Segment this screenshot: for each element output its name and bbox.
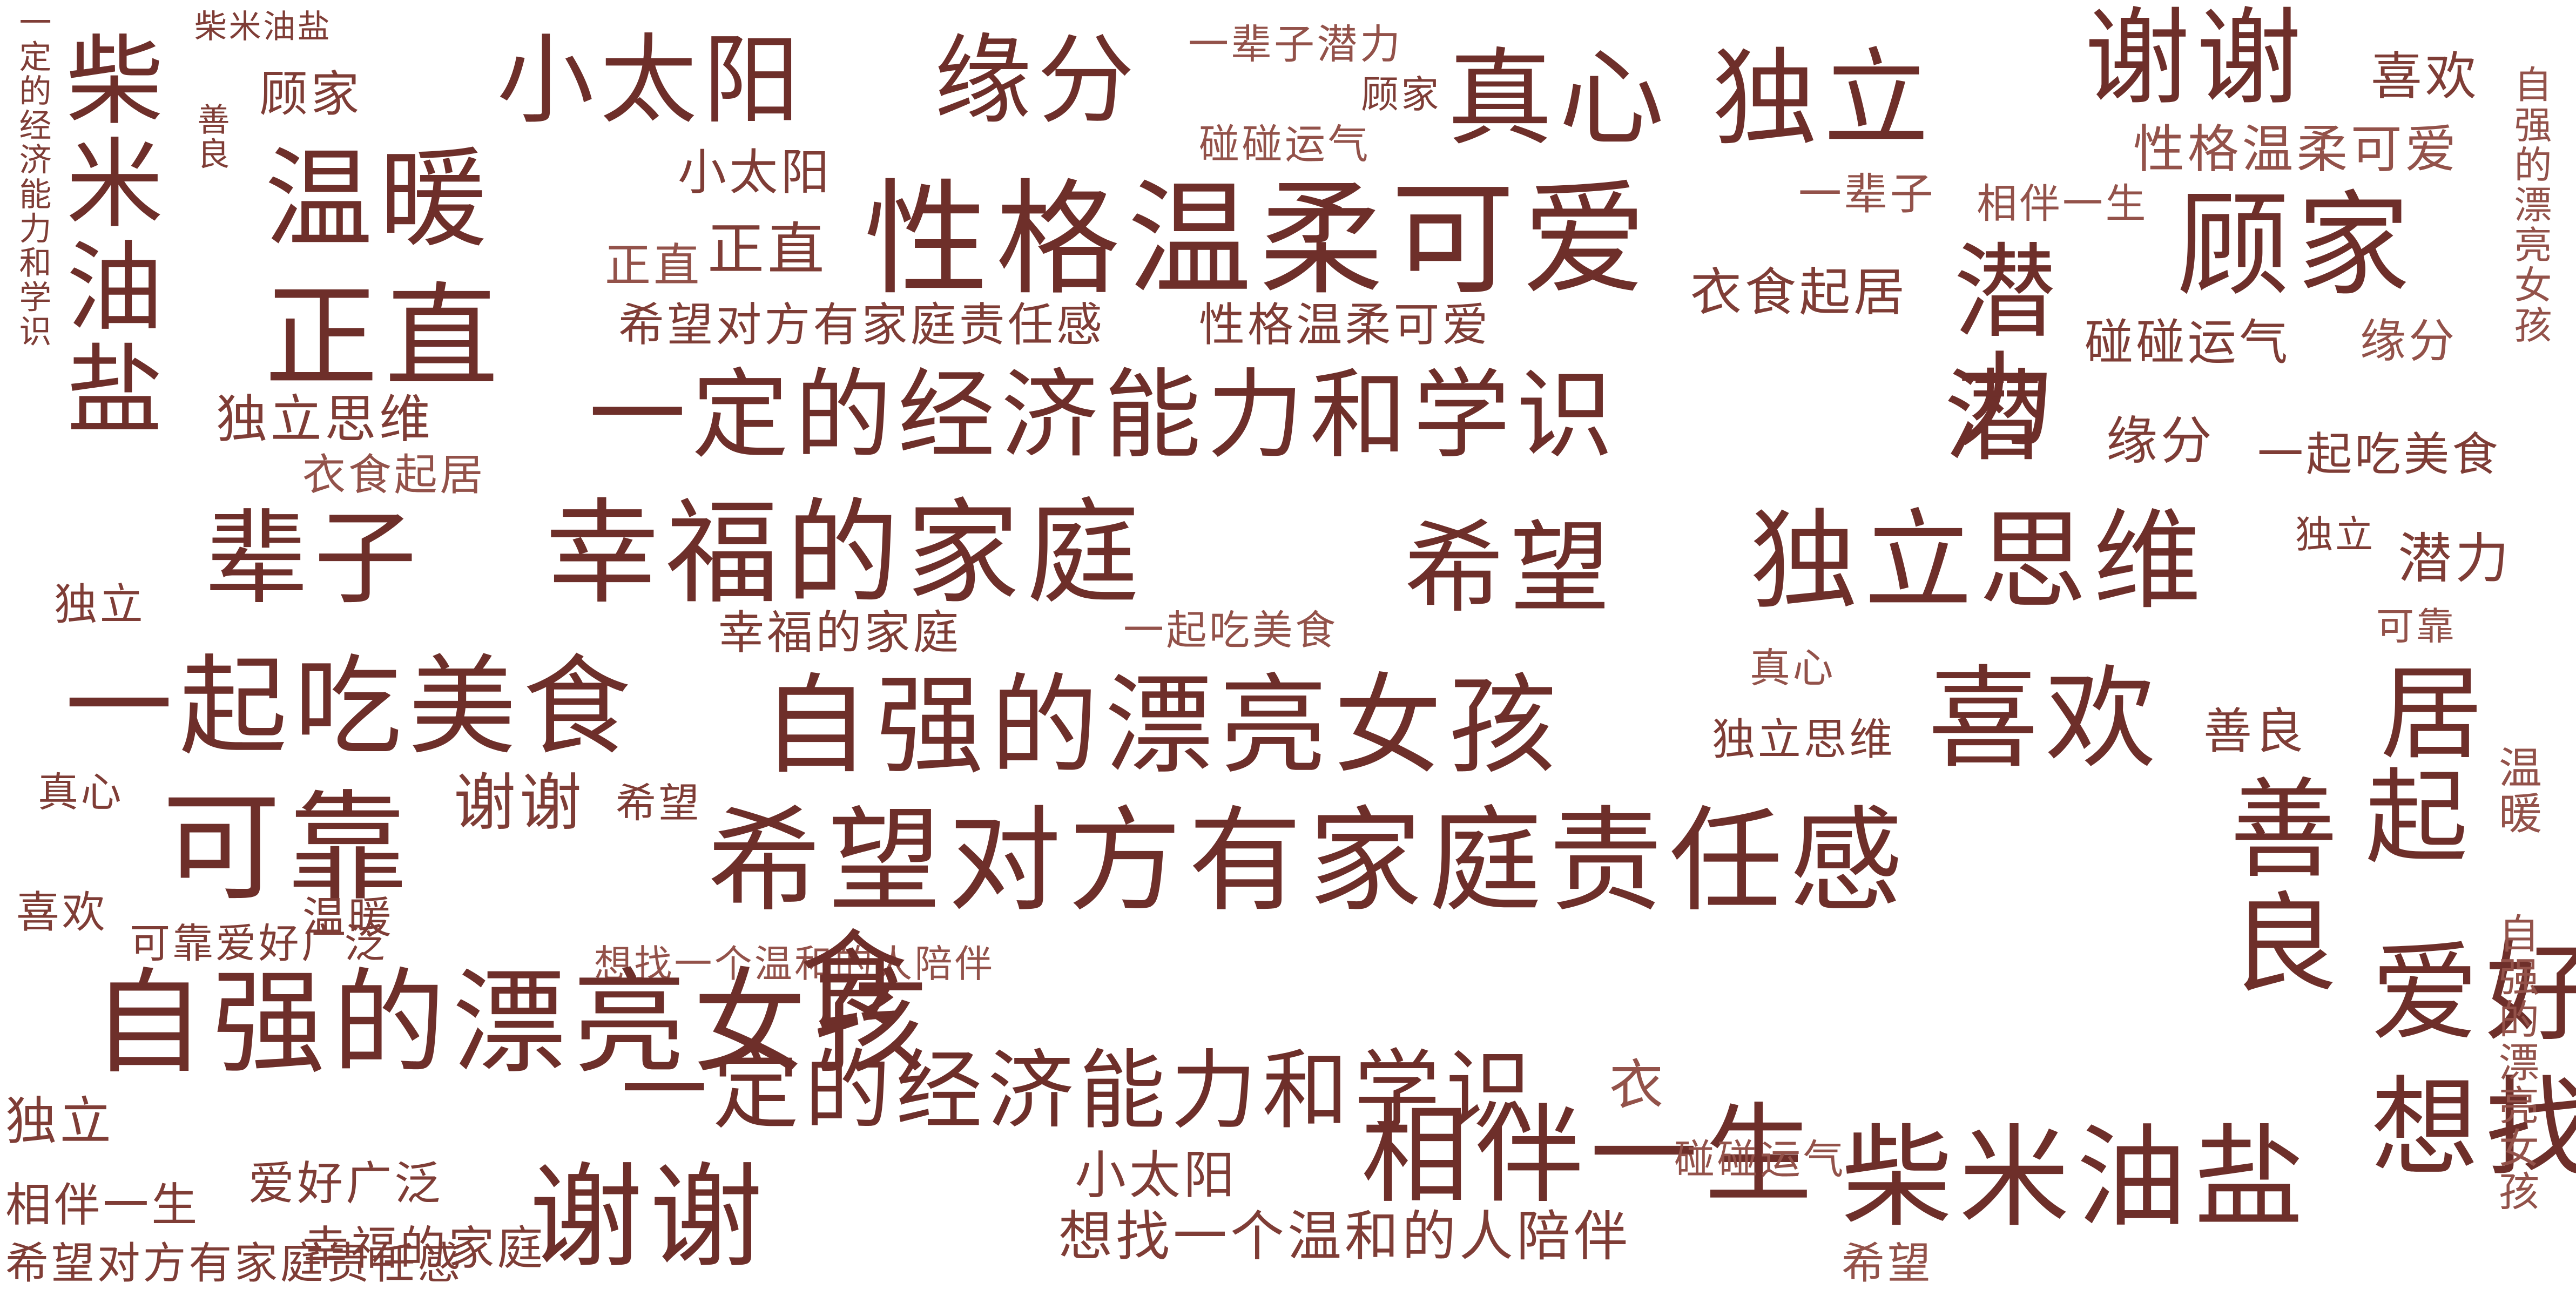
word: 希望 [1842, 1238, 1933, 1288]
word: 柴米油盐 [194, 8, 332, 46]
word: 想找一个温和的人陪伴 [2371, 1065, 2576, 1191]
word: 相伴一生 [1361, 1092, 1819, 1218]
word: 潜 [1944, 359, 2051, 475]
word: 温暖 [302, 893, 394, 943]
word: 正直 [707, 217, 828, 282]
word: 衣 [1609, 1054, 1667, 1117]
word: 小太阳 [1075, 1146, 1238, 1205]
word: 一定的经济能力和学识 [589, 359, 1620, 472]
word: 喜欢 [1928, 655, 2163, 784]
word: 幸福的家庭 [545, 487, 1147, 619]
word: 温暖 [2492, 745, 2542, 837]
word: 潜力 [2398, 527, 2512, 590]
word: 真心 [38, 768, 124, 816]
word: 缘分 [2106, 411, 2215, 471]
word: 温暖 [265, 137, 494, 262]
word: 真心 [1447, 37, 1671, 160]
word: 潜力 [1936, 238, 2055, 455]
word: 可靠 [162, 779, 414, 917]
word: 希望 [1404, 510, 1616, 626]
word: 独立思维 [216, 390, 434, 449]
word: 一定的经济能力和学识 [621, 1040, 1537, 1141]
word: 谢谢 [2085, 0, 2308, 119]
word: 幸福的家庭 [302, 1222, 546, 1275]
word: 真心 [1750, 644, 1836, 692]
word: 衣食起居 [302, 450, 486, 500]
word: 柴米油盐 [49, 30, 162, 442]
word: 想找一个温和的人陪伴 [594, 942, 995, 986]
word: 顾家 [2176, 179, 2417, 312]
word: 谢谢 [529, 1151, 770, 1284]
word: 碰碰运气 [1674, 1136, 1846, 1183]
word: 正直 [605, 239, 703, 293]
word: 相伴一生 [1977, 180, 2149, 227]
word: 自强的漂亮女孩 [2492, 913, 2539, 1213]
word: 希望对方有家庭责任感 [707, 795, 1910, 927]
word: 性格温柔可爱 [864, 168, 1654, 312]
word: 一辈子潜力 [1188, 21, 1403, 68]
word: 喜欢 [2371, 47, 2480, 106]
word: 一起吃美食 [1123, 606, 1338, 654]
word: 性格温柔可爱 [1199, 299, 1491, 352]
word: 可靠 [2376, 604, 2457, 649]
word: 独立 [54, 579, 146, 630]
word: 顾家 [259, 66, 362, 123]
word: 碰碰运气 [1199, 120, 1371, 168]
word: 独立思维 [1712, 714, 1896, 765]
word: 缘分 [934, 24, 1141, 137]
word: 可靠爱好广泛 [130, 920, 388, 967]
word: 幸福的家庭 [718, 606, 962, 660]
word: 自强的漂亮女孩 [92, 957, 934, 1089]
word: 善良 [192, 103, 230, 172]
word: 独立 [2295, 512, 2376, 557]
word: 想找一个温和的人陪伴 [1058, 1205, 1631, 1268]
word: 一定的经济能力和学识 [14, 5, 51, 349]
word: 一辈子 [1798, 169, 1936, 219]
word: 小太阳 [678, 144, 833, 201]
word: 希望对方有家庭责任感 [5, 1238, 463, 1288]
word: 起 [2365, 758, 2474, 878]
word: 喜欢 [16, 887, 108, 937]
word: 居 [2363, 659, 2482, 768]
word: 爱好广泛 [248, 1157, 443, 1211]
word: 希望 [616, 779, 702, 827]
word: 独立 [5, 1092, 114, 1151]
word: 顾家 [1361, 72, 1441, 117]
word: 辈子 [205, 499, 423, 618]
word: 独立思维 [1750, 498, 2208, 624]
word: 善良 [2211, 772, 2337, 1001]
word: 独立 [1712, 37, 1936, 160]
word: 谢谢 [454, 767, 585, 839]
word: 爱好广泛 [2371, 930, 2576, 1056]
word: 柴米油盐 [1842, 1114, 2311, 1243]
word: 一起吃美食 [65, 644, 638, 770]
word: 缘分 [2360, 315, 2458, 368]
word: 一起吃美食 [2257, 428, 2501, 482]
word: 小太阳 [497, 24, 806, 137]
word: 善良 [2203, 703, 2307, 760]
word: 衣食起居 [1690, 263, 1908, 322]
word: 希望对方有家庭责任感 [618, 299, 1105, 352]
word: 相伴一生 [5, 1179, 200, 1232]
word: 性格温柔可爱 [2133, 120, 2460, 179]
word: 自强的漂亮女孩 [761, 663, 1563, 789]
word: 正直 [265, 271, 505, 403]
word: 碰碰运气 [2085, 314, 2291, 371]
word: 食 [799, 920, 914, 1045]
word: 自强的漂亮女孩 [2508, 65, 2552, 346]
